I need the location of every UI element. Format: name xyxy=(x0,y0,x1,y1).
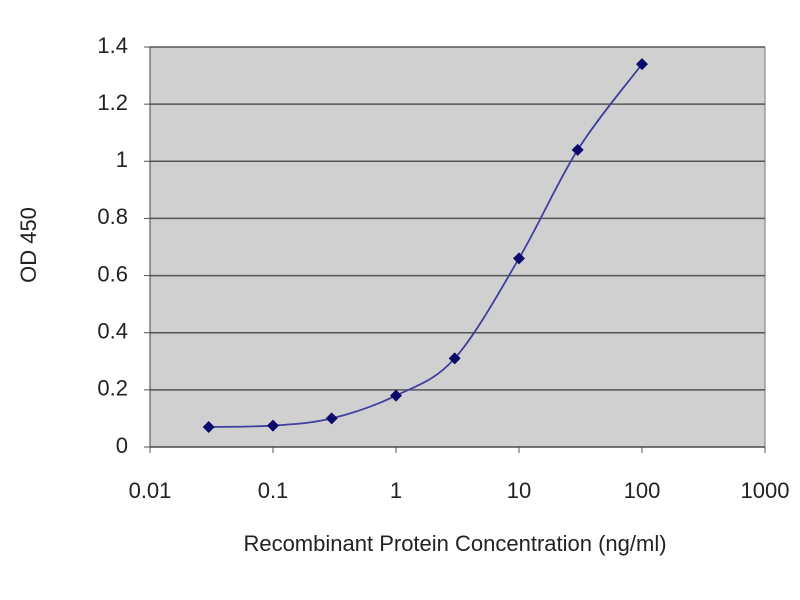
x-tick-label: 1000 xyxy=(741,478,790,503)
y-tick-label: 1 xyxy=(116,147,128,172)
x-axis-label: Recombinant Protein Concentration (ng/ml… xyxy=(243,531,666,556)
point xyxy=(513,252,525,265)
x-tick-label: 0.1 xyxy=(258,478,289,503)
point xyxy=(390,389,402,402)
y-axis-label: OD 450 xyxy=(16,207,41,283)
x-tick-label: 100 xyxy=(624,478,661,503)
plot-area xyxy=(149,46,766,448)
y-tick-label: 1.2 xyxy=(97,90,128,115)
point xyxy=(448,352,461,365)
point xyxy=(267,419,279,432)
y-tick-label: 1.4 xyxy=(97,33,128,58)
y-tick-label: 0.8 xyxy=(97,204,128,229)
point xyxy=(571,143,584,156)
y-tick-label: 0 xyxy=(116,433,128,458)
y-tick-label: 0.2 xyxy=(97,376,128,401)
point xyxy=(325,412,338,425)
x-tick-label: 1 xyxy=(390,478,402,503)
point xyxy=(636,58,648,71)
y-tick-label: 0.4 xyxy=(97,319,128,344)
x-tick-label: 10 xyxy=(507,478,531,503)
x-tick-label: 0.01 xyxy=(129,478,172,503)
y-tick-label: 0.6 xyxy=(97,261,128,286)
point xyxy=(202,421,215,433)
